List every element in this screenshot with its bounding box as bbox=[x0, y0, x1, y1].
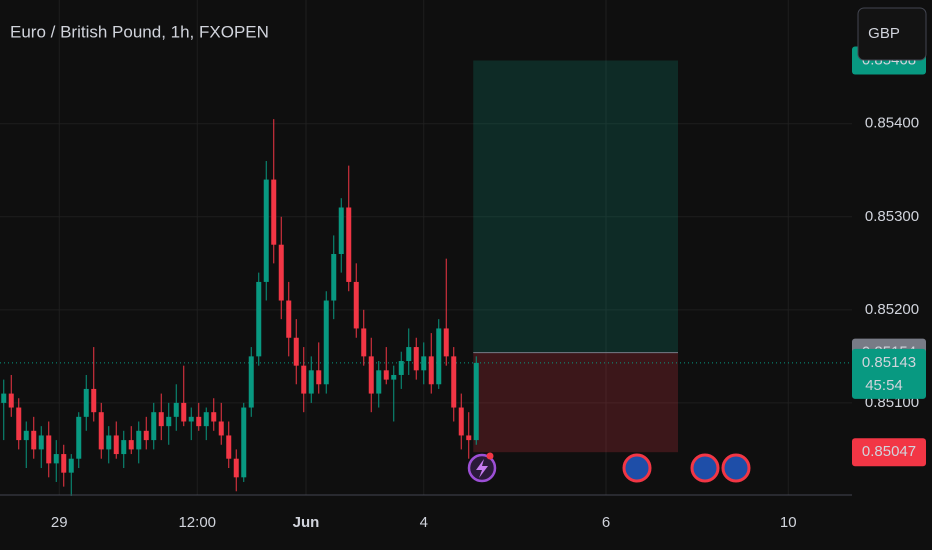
candle-body bbox=[16, 407, 22, 441]
candle-body bbox=[301, 365, 307, 394]
candle-body bbox=[173, 402, 179, 417]
candle-body bbox=[211, 412, 217, 422]
candle-body bbox=[443, 328, 449, 357]
candle-body bbox=[353, 281, 359, 329]
candle-body bbox=[218, 421, 224, 436]
candle-body bbox=[338, 207, 344, 255]
event-dot bbox=[486, 452, 494, 460]
candle-body bbox=[286, 300, 292, 338]
candle-body bbox=[53, 454, 59, 464]
price-tag-label: 0.85047 bbox=[862, 443, 916, 460]
x-tick-label: 6 bbox=[602, 514, 610, 531]
candle-body bbox=[398, 361, 404, 375]
event-icons bbox=[467, 452, 751, 483]
candle-body bbox=[473, 362, 479, 441]
candle-body bbox=[458, 407, 464, 436]
y-tick-label: 0.85200 bbox=[865, 301, 919, 318]
candle-body bbox=[421, 356, 427, 371]
event-icon[interactable] bbox=[690, 453, 720, 483]
candle-body bbox=[203, 412, 209, 427]
time-axis: 29 12:00 Jun 4 6 10 bbox=[51, 514, 797, 531]
candle-body bbox=[346, 207, 352, 282]
candle-body bbox=[466, 435, 472, 441]
y-tick-label: 0.85300 bbox=[865, 208, 919, 225]
candle-body bbox=[1, 393, 7, 403]
candle-body bbox=[188, 416, 194, 422]
candle-body bbox=[361, 328, 367, 357]
candle-body bbox=[68, 458, 74, 473]
candle-body bbox=[368, 356, 374, 394]
candle-body bbox=[383, 370, 389, 380]
candle-body bbox=[376, 370, 382, 394]
candle-body bbox=[151, 412, 157, 441]
candle-body bbox=[61, 454, 67, 473]
candle-body bbox=[256, 281, 262, 357]
countdown: 45:54 bbox=[865, 377, 903, 394]
event-icon[interactable] bbox=[721, 453, 751, 483]
candle-body bbox=[196, 416, 202, 427]
candle-body bbox=[23, 430, 29, 441]
candle-body bbox=[83, 388, 89, 417]
position-tool bbox=[0, 60, 852, 453]
x-tick-label: 12:00 bbox=[178, 514, 216, 531]
candle-body bbox=[233, 458, 239, 478]
candle-body bbox=[136, 430, 142, 450]
candle-body bbox=[166, 416, 172, 427]
chart-title: Euro / British Pound, 1h, FXOPEN bbox=[10, 22, 269, 41]
candle-body bbox=[316, 370, 322, 385]
candle-body bbox=[143, 430, 149, 441]
candle-body bbox=[113, 435, 119, 455]
x-tick-label: Jun bbox=[293, 514, 320, 531]
candle-body bbox=[263, 179, 269, 282]
loss-zone bbox=[473, 352, 678, 453]
candle-body bbox=[31, 430, 37, 450]
lightning bbox=[476, 459, 488, 478]
candle-body bbox=[181, 402, 187, 422]
candle-body bbox=[331, 254, 337, 301]
candle-body bbox=[323, 300, 329, 385]
profit-zone bbox=[473, 60, 678, 353]
candle-body bbox=[121, 440, 127, 455]
candle-body bbox=[293, 337, 299, 366]
candle-body bbox=[158, 412, 164, 427]
candle-body bbox=[308, 370, 314, 394]
candle-body bbox=[413, 347, 419, 371]
x-tick-label: 29 bbox=[51, 514, 68, 531]
price-tag bbox=[852, 348, 926, 399]
candle-body bbox=[271, 179, 277, 245]
candle-body bbox=[226, 435, 232, 459]
candle-body bbox=[8, 393, 14, 408]
candle-body bbox=[406, 347, 412, 362]
x-tick-label: 10 bbox=[780, 514, 797, 531]
candles bbox=[1, 119, 479, 496]
price-tag bbox=[852, 438, 926, 467]
candle-body bbox=[98, 412, 104, 450]
candle-body bbox=[91, 388, 97, 413]
currency-button[interactable] bbox=[857, 7, 927, 61]
candle-body bbox=[428, 356, 434, 385]
candle-body bbox=[46, 435, 52, 464]
candle-body bbox=[106, 435, 112, 450]
y-tick-label: 0.85400 bbox=[865, 115, 919, 132]
candle-body bbox=[451, 356, 457, 408]
candle-body bbox=[241, 407, 247, 478]
candle-body bbox=[278, 244, 284, 301]
currency-label: GBP bbox=[868, 25, 900, 42]
candle-body bbox=[436, 328, 442, 385]
grid bbox=[0, 0, 852, 495]
x-tick-label: 4 bbox=[420, 514, 428, 531]
candle-body bbox=[128, 440, 134, 450]
candle-body bbox=[76, 416, 82, 459]
candle-body bbox=[391, 374, 397, 380]
event-icon[interactable] bbox=[622, 453, 652, 483]
price-tag-label: 0.85143 bbox=[862, 354, 916, 371]
candle-body bbox=[38, 435, 44, 450]
candle-body bbox=[248, 356, 254, 408]
